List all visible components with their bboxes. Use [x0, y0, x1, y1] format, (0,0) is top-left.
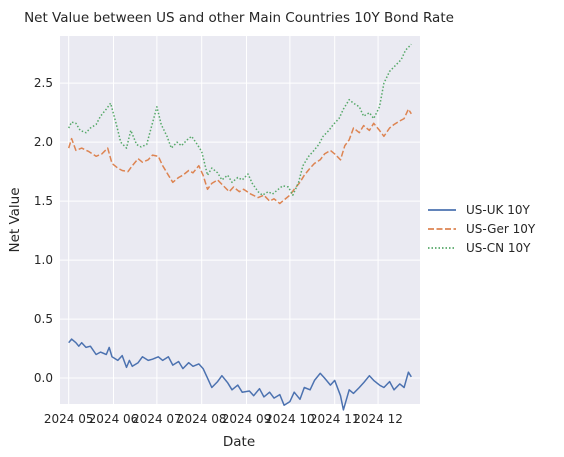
x-tick-label: 2024 08 [177, 412, 227, 426]
x-tick-label: 2024 10 [265, 412, 315, 426]
y-axis-ticks: 0.0 0.5 1.0 1.5 2.0 2.5 [34, 76, 53, 385]
legend: US-UK 10Y US-Ger 10Y US-CN 10Y [428, 203, 536, 255]
y-tick-label: 1.0 [34, 253, 53, 267]
y-tick-label: 2.0 [34, 135, 53, 149]
grid-lines [60, 36, 420, 404]
y-tick-label: 2.5 [34, 76, 53, 90]
legend-label: US-Ger 10Y [466, 222, 536, 236]
legend-label: US-CN 10Y [466, 241, 531, 255]
series-line-1 [68, 338, 412, 411]
x-axis-label: Date [223, 434, 255, 450]
chart-title: Net Value between US and other Main Coun… [24, 10, 454, 26]
x-tick-label: 2024 06 [89, 412, 139, 426]
y-axis-label: Net Value [7, 187, 23, 252]
series-line-2 [67, 108, 412, 205]
x-tick-label: 2024 12 [353, 412, 403, 426]
legend-label: US-UK 10Y [466, 203, 530, 217]
plot-area [60, 36, 420, 404]
series-line-3 [68, 43, 412, 196]
y-tick-label: 0.5 [34, 312, 53, 326]
y-tick-label: 0.0 [34, 371, 53, 385]
x-tick-label: 2024 05 [44, 412, 94, 426]
x-tick-label: 2024 09 [222, 412, 272, 426]
x-tick-label: 2024 07 [132, 412, 182, 426]
x-tick-label: 2024 11 [310, 412, 360, 426]
y-tick-label: 1.5 [34, 194, 53, 208]
series-lines [67, 43, 412, 411]
